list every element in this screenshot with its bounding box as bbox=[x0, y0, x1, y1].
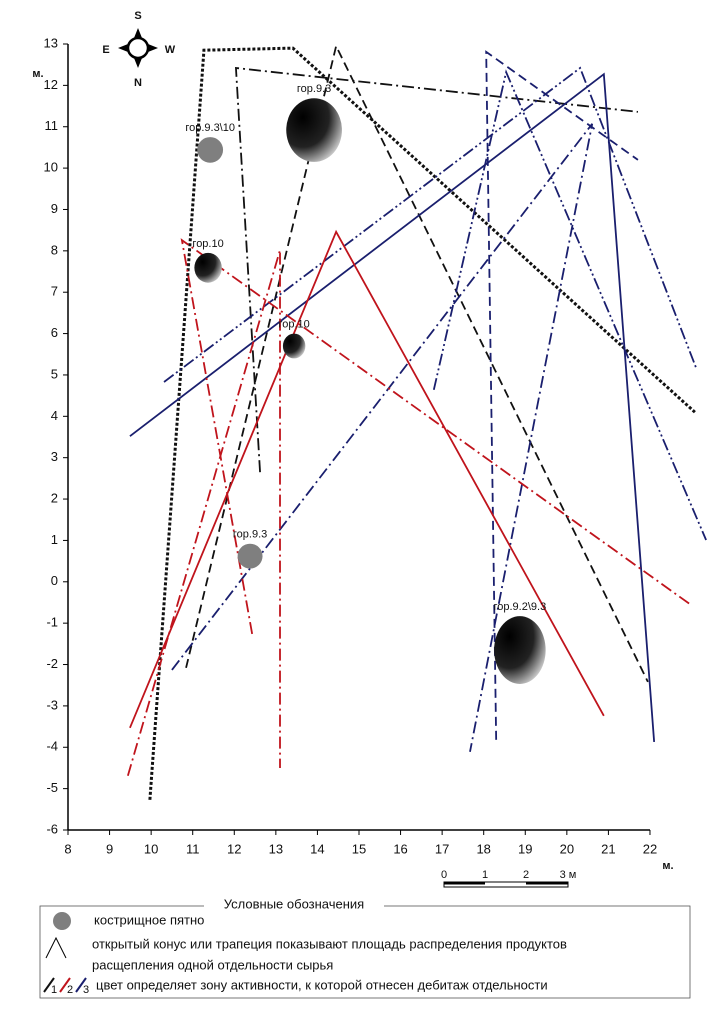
y-tick-label: -5 bbox=[46, 780, 58, 795]
legend-color-3 bbox=[75, 977, 87, 993]
x-tick-label: 22 bbox=[643, 841, 657, 856]
x-tick-label: 21 bbox=[601, 841, 615, 856]
spot-label: гор.9.3 bbox=[297, 83, 331, 95]
scale-bar bbox=[443, 881, 569, 888]
y-tick-label: -4 bbox=[46, 739, 58, 754]
x-tick-label: 19 bbox=[518, 841, 532, 856]
hearth-spot bbox=[494, 616, 546, 684]
x-tick-label: 12 bbox=[227, 841, 241, 856]
y-tick-label: 2 bbox=[51, 490, 58, 505]
spot-label: гор.9.3 bbox=[233, 529, 267, 541]
refit-line bbox=[234, 66, 639, 473]
hearth-spot bbox=[197, 137, 224, 163]
legend-spot: кострищное пятно bbox=[94, 912, 204, 927]
y-tick-label: 6 bbox=[51, 325, 58, 340]
x-tick-label: 16 bbox=[393, 841, 407, 856]
hearth-spot bbox=[282, 333, 306, 359]
y-axis-label: м. bbox=[32, 68, 43, 80]
x-tick-label: 14 bbox=[310, 841, 324, 856]
compass-e: E bbox=[102, 44, 109, 56]
y-tick-label: -3 bbox=[46, 697, 58, 712]
legend: Условные обозначения кострищное пятно от… bbox=[39, 896, 691, 999]
x-tick-label: 9 bbox=[106, 841, 113, 856]
y-tick-label: 1 bbox=[51, 532, 58, 547]
legend-mark: 3 bbox=[83, 984, 89, 996]
hearth-spot bbox=[194, 252, 222, 283]
x-tick-label: 15 bbox=[352, 841, 366, 856]
y-tick-label: -2 bbox=[46, 656, 58, 671]
compass-s: S bbox=[134, 10, 141, 22]
y-tick-label: 3 bbox=[51, 449, 58, 464]
y-tick-label: 0 bbox=[51, 573, 58, 588]
y-tick-label: 9 bbox=[51, 201, 58, 216]
refit-line bbox=[129, 72, 656, 742]
legend-mark: 1 bbox=[51, 984, 57, 996]
legend-cone-1: открытый конус или трапеция показывают п… bbox=[92, 936, 567, 951]
legend-mark: 2 bbox=[67, 984, 73, 996]
x-tick-label: 8 bbox=[64, 841, 71, 856]
refit-line bbox=[163, 66, 697, 383]
refit-line bbox=[171, 123, 594, 752]
scale-label: 3 м bbox=[560, 869, 577, 881]
x-tick-label: 13 bbox=[269, 841, 283, 856]
scale-label: 0 bbox=[441, 869, 447, 881]
legend-spot-icon bbox=[53, 912, 71, 930]
refit-line bbox=[432, 69, 707, 541]
compass-n: N bbox=[134, 77, 142, 89]
x-tick-label: 20 bbox=[560, 841, 574, 856]
spot-label: гор.10 bbox=[192, 238, 223, 250]
legend-color-1 bbox=[43, 977, 55, 993]
x-tick-label: 10 bbox=[144, 841, 158, 856]
hearth-spot bbox=[237, 543, 263, 569]
y-tick-label: 7 bbox=[51, 284, 58, 299]
spot-label: гор.10 bbox=[278, 318, 309, 330]
y-tick-label: 4 bbox=[51, 408, 58, 423]
refit-line bbox=[185, 43, 649, 683]
x-tick-label: 17 bbox=[435, 841, 449, 856]
x-axis-label: м. bbox=[662, 860, 673, 872]
spot-label: гор.9.2\9.3 bbox=[494, 601, 547, 613]
legend-color: цвет определяет зону активности, к котор… bbox=[96, 977, 548, 992]
refit-line bbox=[148, 46, 696, 800]
compass-w: W bbox=[165, 44, 176, 56]
y-tick-label: 8 bbox=[51, 242, 58, 257]
y-tick-label: 13 bbox=[44, 35, 58, 50]
legend-color-2 bbox=[59, 977, 71, 993]
y-tick-label: 12 bbox=[44, 77, 58, 92]
y-tick-label: -6 bbox=[46, 821, 58, 836]
y-tick-label: 5 bbox=[51, 366, 58, 381]
legend-cone-icon bbox=[45, 936, 67, 959]
refit-line bbox=[485, 50, 639, 740]
legend-title: Условные обозначения bbox=[224, 896, 364, 911]
hearth-spot bbox=[286, 98, 342, 162]
y-tick-label: 10 bbox=[44, 160, 58, 175]
compass: S E W N bbox=[102, 10, 175, 89]
spot-label: гор.9.3\10 bbox=[185, 122, 235, 134]
y-tick-label: 11 bbox=[45, 118, 59, 133]
x-tick-label: 11 bbox=[186, 841, 200, 856]
scale-label: 1 bbox=[482, 869, 488, 881]
x-tick-label: 18 bbox=[476, 841, 490, 856]
y-tick-label: -1 bbox=[46, 615, 58, 630]
legend-cone-2: расщепления одной отдельности сырья bbox=[92, 957, 333, 972]
refit-line bbox=[126, 249, 281, 777]
refit-line bbox=[180, 238, 691, 635]
refit-line bbox=[129, 229, 605, 729]
scale-label: 2 bbox=[523, 869, 529, 881]
